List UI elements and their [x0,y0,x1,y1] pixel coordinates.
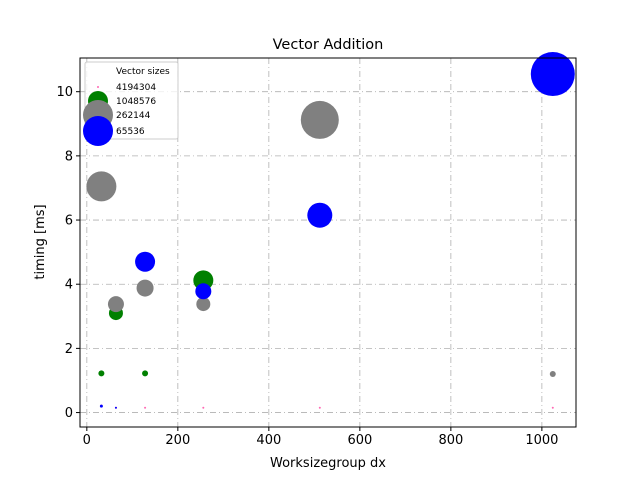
legend: Vector sizes 4194304 1048576 262144 65536 [83,61,179,146]
data-points [86,52,575,409]
x-tick-label: 600 [347,433,372,448]
x-tick-label: 1000 [525,433,558,448]
data-point-262144 [136,279,154,297]
data-point-262144 [86,171,117,202]
x-tick-label: 800 [438,433,463,448]
data-point-4194304 [551,406,554,409]
data-point-65536 [99,404,103,408]
data-point-65536 [530,52,575,97]
y-tick-label: 6 [65,214,73,229]
legend-entry-262144: 262144 [116,111,151,121]
data-point-262144 [549,371,556,378]
legend-marker-4194304 [97,86,99,88]
legend-entry-4194304: 4194304 [116,83,156,93]
axis-ticks: 0 200 400 600 800 1000 0 2 4 6 8 10 [56,85,558,448]
y-axis-label: timing [ms] [33,204,48,279]
data-point-1048576 [98,370,105,377]
data-point-262144 [196,297,211,312]
y-tick-label: 4 [65,278,73,293]
data-point-65536 [135,251,156,272]
y-tick-label: 2 [65,342,73,357]
data-point-4194304 [202,406,205,409]
legend-marker-65536 [83,116,113,146]
legend-title: Vector sizes [116,67,170,77]
data-point-65536 [307,202,333,228]
y-tick-label: 8 [65,149,73,164]
x-tick-label: 200 [165,433,190,448]
data-point-262144 [107,296,124,313]
data-point-65536 [195,283,212,300]
x-tick-label: 0 [83,433,91,448]
data-point-4194304 [144,406,147,409]
data-point-262144 [300,100,339,139]
plot-frame [79,57,577,428]
y-tick-label: 10 [56,85,73,100]
data-point-65536 [114,406,117,409]
y-tick-label: 0 [65,406,73,421]
legend-entry-65536: 65536 [116,127,145,137]
legend-entry-1048576: 1048576 [116,97,156,107]
chart-title: Vector Addition [273,37,384,53]
data-point-1048576 [142,370,149,377]
x-axis-label: Worksizegroup dx [270,456,386,471]
data-point-4194304 [318,406,321,409]
x-tick-label: 400 [256,433,281,448]
